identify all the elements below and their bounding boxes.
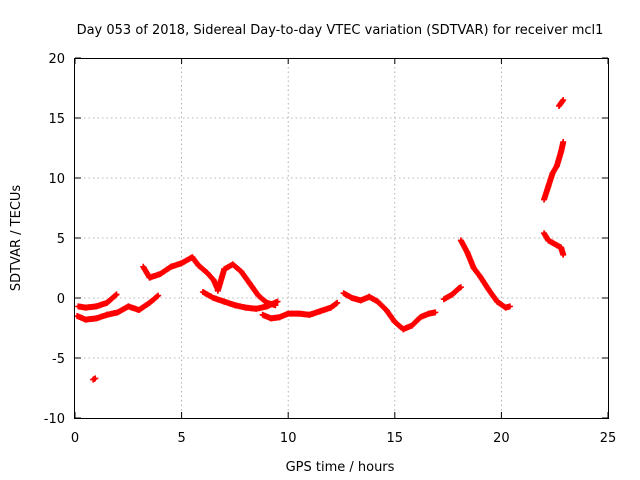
series-arc-11 [541, 230, 567, 258]
x-axis-label: GPS time / hours [286, 460, 395, 475]
data-point [560, 97, 567, 103]
series-arc-8 [340, 290, 439, 333]
data-point [274, 298, 281, 305]
series-arc-10 [457, 237, 513, 311]
data-point [560, 251, 567, 258]
y-tick-label: -10 [44, 412, 65, 427]
data-point [457, 284, 464, 291]
series-arc-6 [199, 289, 281, 312]
series-arc-9 [440, 284, 464, 303]
series-arc-3 [90, 375, 99, 383]
data-point [154, 293, 161, 300]
y-tick-label: 5 [57, 232, 65, 247]
series-arc-1 [75, 291, 120, 311]
data-point [92, 375, 99, 382]
data-points [74, 97, 567, 383]
series-arc-2 [74, 292, 162, 323]
series-arc-13 [555, 97, 567, 109]
data-point [560, 139, 567, 145]
x-tick-label: 10 [280, 431, 297, 446]
x-tick-label: 20 [493, 431, 510, 446]
y-tick-label: 0 [57, 292, 65, 307]
x-tick-label: 15 [387, 431, 404, 446]
data-point [333, 300, 340, 307]
x-tick-label: 5 [177, 431, 185, 446]
y-axis-label: SDTVAR / TECUs [9, 185, 24, 292]
series-arc-4 [140, 254, 221, 293]
y-tick-label: 10 [48, 172, 65, 187]
data-point [112, 292, 119, 299]
y-tick-label: 15 [48, 112, 65, 127]
x-tick-label: 25 [600, 431, 617, 446]
series-arc-7 [259, 299, 341, 322]
x-tick-label: 0 [71, 431, 79, 446]
chart-title: Day 053 of 2018, Sidereal Day-to-day VTE… [77, 23, 604, 38]
data-point [506, 303, 513, 310]
y-tick-label: 20 [48, 52, 65, 67]
plot-frame [74, 58, 609, 419]
data-point [155, 292, 162, 299]
data-point [113, 291, 120, 298]
gridlines [75, 58, 608, 418]
series-arc-12 [541, 139, 567, 203]
data-point [334, 299, 341, 306]
data-point [432, 309, 439, 316]
y-tick-label: -5 [52, 352, 65, 367]
axis-ticks: 0 5 10 15 20 25 -10 -5 0 5 10 15 20 [44, 52, 617, 446]
